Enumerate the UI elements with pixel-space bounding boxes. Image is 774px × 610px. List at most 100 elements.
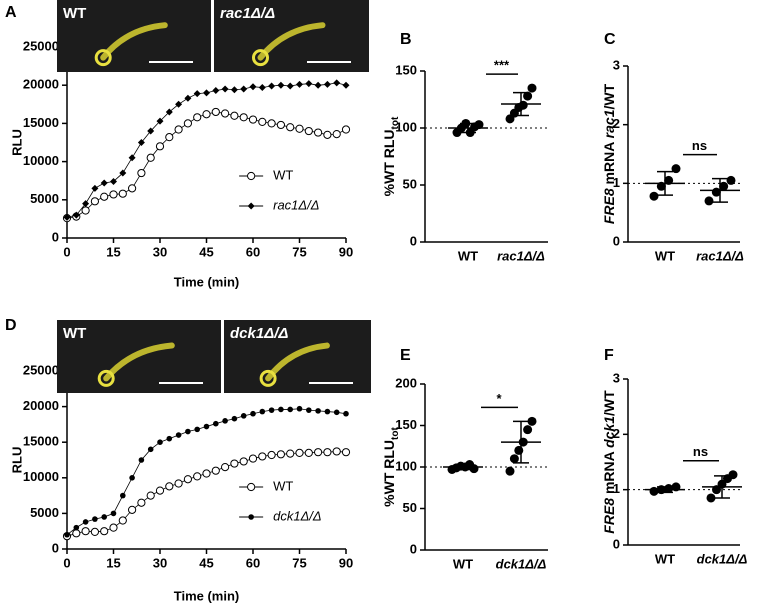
inset-label: dck1Δ/Δ — [230, 325, 289, 342]
y-axis-label-part: /WT — [601, 390, 617, 416]
y-tick-label: 0 — [52, 229, 59, 244]
point — [276, 450, 285, 459]
cell — [94, 49, 112, 67]
point — [100, 192, 109, 201]
point — [183, 475, 192, 484]
point — [183, 119, 192, 128]
error-bar — [657, 170, 673, 196]
point — [314, 128, 323, 137]
y-tick-label: 3 — [613, 370, 620, 385]
point — [221, 85, 229, 93]
y-tick-label: 200 — [395, 375, 417, 390]
significance-label: ns — [693, 444, 708, 459]
point — [118, 516, 127, 525]
inset-label: WT — [63, 325, 86, 342]
point — [249, 83, 257, 91]
point — [156, 117, 164, 125]
y-tick-label: 3 — [613, 57, 620, 72]
point — [267, 450, 276, 460]
point — [110, 177, 117, 185]
point — [63, 213, 71, 221]
significance-label: ns — [692, 138, 707, 153]
significance-label: *** — [494, 58, 510, 73]
point — [146, 491, 155, 500]
point — [505, 466, 515, 476]
legend-label: WT — [273, 167, 293, 182]
point — [211, 107, 220, 117]
error-bar — [712, 177, 728, 203]
point — [527, 416, 537, 426]
point — [323, 448, 332, 457]
point — [193, 113, 202, 122]
point — [128, 184, 137, 193]
panel-letter: C — [604, 31, 616, 48]
y-tick-label: 0 — [410, 541, 417, 556]
point — [305, 80, 313, 88]
point — [193, 472, 202, 481]
point — [72, 211, 80, 219]
y-tick-label: 15000 — [23, 115, 59, 130]
error-bar — [657, 486, 673, 494]
point — [100, 179, 108, 187]
y-tick-label: 2 — [613, 426, 620, 441]
x-tick-label: 90 — [339, 244, 353, 259]
legend-marker — [247, 171, 256, 181]
point — [72, 529, 81, 538]
point — [202, 110, 211, 119]
point — [259, 408, 266, 415]
y-tick-label: 0 — [613, 233, 620, 248]
point — [157, 439, 163, 446]
point — [92, 516, 98, 522]
point — [287, 406, 294, 413]
point — [704, 196, 714, 206]
y-tick-label: 100 — [395, 458, 417, 473]
point — [469, 464, 479, 474]
x-tick-label: WT — [458, 248, 478, 263]
point — [202, 469, 211, 478]
x-tick-label: dck1Δ/Δ — [697, 551, 748, 566]
point — [128, 154, 136, 162]
point — [306, 407, 312, 413]
point — [82, 200, 90, 208]
cell — [259, 369, 277, 387]
point — [286, 449, 295, 458]
point — [314, 81, 322, 89]
point — [527, 83, 537, 93]
point — [91, 184, 99, 192]
legend-marker — [247, 482, 256, 492]
point — [277, 81, 285, 89]
error-bar — [513, 420, 529, 464]
x-tick-label: 75 — [292, 555, 306, 570]
point — [268, 407, 275, 413]
x-axis-label: Time (min) — [174, 274, 240, 289]
point — [137, 498, 146, 507]
y-tick-label: 25000 — [23, 38, 59, 53]
point — [258, 452, 267, 461]
point — [82, 519, 89, 525]
point — [314, 448, 323, 457]
point — [323, 80, 331, 88]
point — [523, 91, 533, 101]
x-tick-label: 15 — [106, 244, 120, 259]
point — [90, 197, 100, 206]
x-tick-label: 45 — [199, 555, 213, 570]
panel-letter: A — [5, 4, 17, 21]
point — [258, 117, 267, 126]
point — [101, 514, 107, 520]
point — [90, 527, 100, 537]
panel-letter: D — [5, 317, 17, 334]
point — [278, 406, 284, 413]
point — [203, 89, 210, 97]
point — [239, 457, 248, 466]
point — [248, 115, 258, 124]
point — [315, 408, 321, 414]
y-tick-label: 20000 — [23, 77, 59, 92]
point — [304, 448, 313, 457]
point — [295, 448, 304, 457]
point — [230, 86, 238, 94]
y-tick-label: 20000 — [23, 398, 59, 413]
point — [137, 168, 146, 178]
point — [230, 111, 239, 120]
point — [203, 423, 210, 430]
